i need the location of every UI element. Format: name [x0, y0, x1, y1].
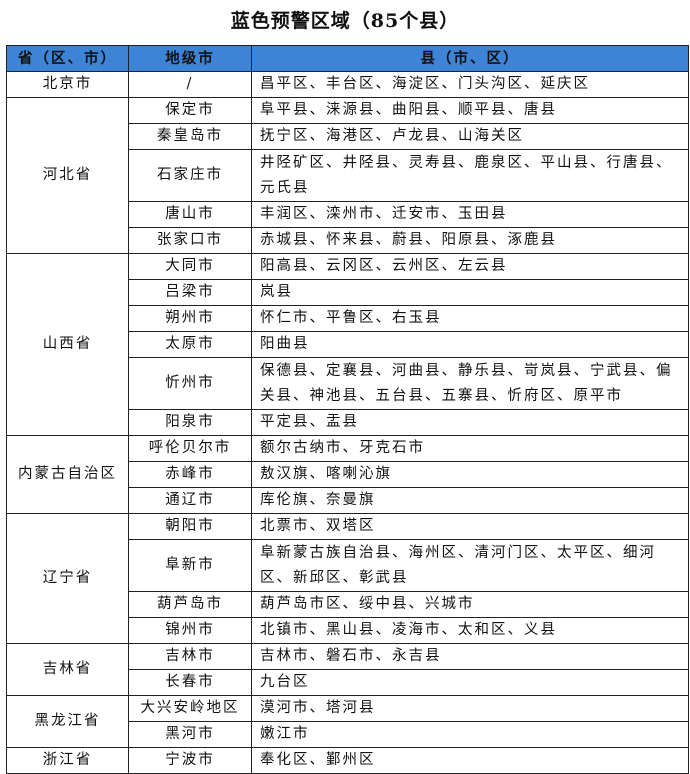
province-cell: 北京市 — [6, 71, 129, 98]
table-row: 赤峰市 敖汉旗、喀喇沁旗 — [7, 461, 689, 488]
city-cell: 太原市 — [128, 331, 252, 358]
province-cell: 黑龙江省 — [6, 695, 129, 748]
city-cell: 长春市 — [128, 669, 252, 696]
header-city: 地级市 — [128, 45, 252, 72]
city-cell: / — [128, 71, 252, 98]
county-cell: 昌平区、丰台区、海淀区、门头沟区、延庆区 — [251, 71, 689, 98]
table-row: 内蒙古自治区 呼伦贝尔市 额尔古纳市、牙克石市 — [6, 435, 689, 514]
city-cell: 秦皇岛市 — [128, 123, 252, 150]
city-cell: 阜新市 — [128, 539, 252, 592]
city-cell: 宁波市 — [128, 747, 252, 774]
county-cell: 吉林市、磐石市、永吉县 — [251, 643, 689, 670]
county-cell: 抚宁区、海港区、卢龙县、山海关区 — [251, 123, 689, 150]
county-cell: 丰润区、滦州市、迁安市、玉田县 — [251, 201, 689, 228]
table-row: 忻州市 保德县、定襄县、河曲县、静乐县、岢岚县、宁武县、偏关县、神池县、五台县、五… — [7, 357, 689, 410]
table-row: 阳泉市 平定县、盂县 — [7, 409, 689, 436]
province-cell: 辽宁省 — [6, 513, 129, 644]
table-header-row: 省（区、市） 地级市 县（市、区） — [6, 45, 689, 72]
county-cell: 额尔古纳市、牙克石市 — [251, 435, 689, 462]
province-cell: 山西省 — [6, 253, 129, 436]
county-cell: 库伦旗、奈曼旗 — [251, 487, 689, 514]
city-cell: 吕梁市 — [128, 279, 252, 306]
city-cell: 吉林市 — [128, 643, 252, 670]
city-cell: 呼伦贝尔市 — [128, 435, 252, 462]
county-cell: 九台区 — [251, 669, 689, 696]
table-row: 北京市 / 昌平区、丰台区、海淀区、门头沟区、延庆区 — [6, 71, 689, 98]
county-cell: 北票市、双塔区 — [251, 513, 689, 540]
city-cell: 唐山市 — [128, 201, 252, 228]
county-cell: 平定县、盂县 — [251, 409, 689, 436]
county-cell: 阳曲县 — [251, 331, 689, 358]
city-cell: 忻州市 — [128, 357, 252, 410]
table-row: 山西省 大同市 阳高县、云冈区、云州区、左云县 — [6, 253, 689, 436]
county-cell: 怀仁市、平鲁区、右玉县 — [251, 305, 689, 332]
city-cell: 锦州市 — [128, 617, 252, 644]
table-row: 锦州市 北镇市、黑山县、凌海市、太和区、义县 — [7, 617, 689, 644]
table-row: 浙江省 宁波市 奉化区、鄞州区 — [6, 747, 689, 774]
city-cell: 通辽市 — [128, 487, 252, 514]
county-cell: 敖汉旗、喀喇沁旗 — [251, 461, 689, 488]
county-cell: 井陉矿区、井陉县、灵寿县、鹿泉区、平山县、行唐县、元氏县 — [251, 149, 689, 202]
table-row: 黑龙江省 大兴安岭地区 漠河市、塔河县 — [6, 695, 689, 748]
county-cell: 阳高县、云冈区、云州区、左云县 — [251, 253, 689, 280]
county-cell: 阜新蒙古族自治县、海州区、清河门区、太平区、细河区、新邱区、彰武县 — [251, 539, 689, 592]
county-cell: 保德县、定襄县、河曲县、静乐县、岢岚县、宁武县、偏关县、神池县、五台县、五寨县、… — [251, 357, 689, 410]
warning-region-table: 省（区、市） 地级市 县（市、区） 北京市 / 昌平区、丰台区、海淀区、门头沟区、延… — [6, 45, 689, 774]
table-row: 吉林省 吉林市 吉林市、磐石市、永吉县 — [6, 643, 689, 696]
table-row: 辽宁省 朝阳市 北票市、双塔区 — [6, 513, 689, 644]
city-cell: 葫芦岛市 — [128, 591, 252, 618]
city-cell: 石家庄市 — [128, 149, 252, 202]
city-cell: 朝阳市 — [128, 513, 252, 540]
table-row: 石家庄市 井陉矿区、井陉县、灵寿县、鹿泉区、平山县、行唐县、元氏县 — [7, 149, 689, 202]
city-cell: 朔州市 — [128, 305, 252, 332]
county-cell: 漠河市、塔河县 — [251, 695, 689, 722]
table-row: 秦皇岛市 抚宁区、海港区、卢龙县、山海关区 — [7, 123, 689, 150]
county-cell: 葫芦岛市区、绥中县、兴城市 — [251, 591, 689, 618]
document-title: 蓝色预警区域（85个县） — [230, 10, 460, 32]
city-cell: 赤峰市 — [128, 461, 252, 488]
table-row: 长春市 九台区 — [7, 669, 689, 696]
table-row: 朔州市 怀仁市、平鲁区、右玉县 — [7, 305, 689, 332]
province-cell: 河北省 — [6, 97, 129, 254]
province-cell: 内蒙古自治区 — [6, 435, 129, 514]
county-cell: 嫩江市 — [251, 721, 689, 748]
county-cell: 岚县 — [251, 279, 689, 306]
county-cell: 阜平县、涞源县、曲阳县、顺平县、唐县 — [251, 97, 689, 124]
table-row: 河北省 保定市 阜平县、涞源县、曲阳县、顺平县、唐县 — [6, 97, 689, 254]
city-cell: 张家口市 — [128, 227, 252, 254]
county-cell: 奉化区、鄞州区 — [251, 747, 689, 774]
table-row: 通辽市 库伦旗、奈曼旗 — [7, 487, 689, 514]
county-cell: 赤城县、怀来县、蔚县、阳原县、涿鹿县 — [251, 227, 689, 254]
header-province: 省（区、市） — [6, 45, 129, 72]
county-cell: 北镇市、黑山县、凌海市、太和区、义县 — [251, 617, 689, 644]
header-county: 县（市、区） — [251, 45, 689, 72]
table-row: 葫芦岛市 葫芦岛市区、绥中县、兴城市 — [7, 591, 689, 618]
city-cell: 大同市 — [128, 253, 252, 280]
table-row: 张家口市 赤城县、怀来县、蔚县、阳原县、涿鹿县 — [7, 227, 689, 254]
city-cell: 阳泉市 — [128, 409, 252, 436]
city-cell: 大兴安岭地区 — [128, 695, 252, 722]
city-cell: 黑河市 — [128, 721, 252, 748]
province-cell: 吉林省 — [6, 643, 129, 696]
province-cell: 浙江省 — [6, 747, 129, 774]
city-cell: 保定市 — [128, 97, 252, 124]
